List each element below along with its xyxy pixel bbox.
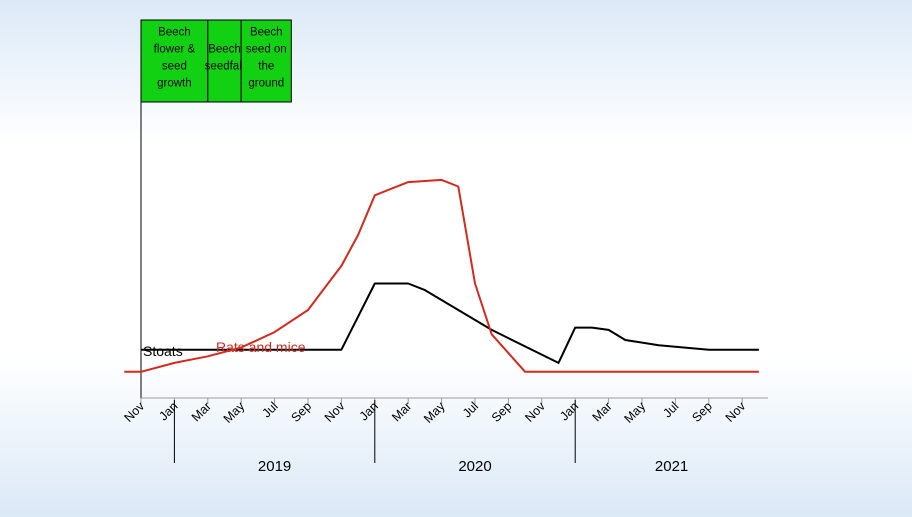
phase-box	[140, 19, 209, 103]
x-tick-label: May	[221, 399, 248, 426]
x-tick-label: Nov	[723, 399, 749, 425]
x-tick-label: Nov	[322, 399, 348, 425]
phase-label: Beech seed on the ground	[246, 27, 287, 90]
x-tick-label: Nov	[522, 399, 548, 425]
year-label: 2019	[258, 458, 291, 475]
year-labels: 2019 2020 2021	[173, 400, 688, 475]
year-label: 2021	[655, 458, 688, 475]
x-tick-label: Jul	[660, 399, 681, 420]
phase-box	[207, 19, 242, 103]
x-tick-label: Sep	[489, 399, 515, 425]
series-lines	[124, 178, 759, 373]
x-tick-labels: Nov Jan Mar May Jul Sep Nov Jan Mar May Jul Sep Nov J…	[121, 399, 748, 426]
phase-label: Beech flower & seed growth	[154, 27, 196, 90]
phase-boxes: Beech flower & seed growth Beech seedfallBeec…	[140, 19, 292, 103]
phase-label: Beech seedfall	[205, 44, 245, 73]
series-line-rats-and-mice	[124, 178, 759, 373]
x-tick-label: Jan	[156, 399, 180, 423]
series-labels: Stoats Rats and mice	[143, 339, 306, 359]
x-tick-label: Jul	[460, 399, 481, 420]
year-label: 2020	[458, 458, 491, 475]
x-tick-label: Jan	[557, 399, 581, 423]
x-tick-label: Mar	[590, 399, 615, 424]
x-tick-label: May	[622, 399, 649, 426]
phase-box	[240, 19, 292, 103]
x-tick-label: Jul	[260, 399, 281, 420]
series-line-stoats	[141, 282, 759, 364]
x-tick-label: May	[421, 399, 448, 426]
x-tick-label: Mar	[189, 399, 214, 424]
x-tick-label: Sep	[288, 399, 314, 425]
series-label: Rats and mice	[216, 339, 306, 355]
series-label: Stoats	[143, 343, 183, 359]
x-tick-label: Mar	[389, 399, 414, 424]
axes	[140, 20, 768, 399]
x-tick-label: Nov	[121, 399, 147, 425]
x-tick-label: Sep	[689, 399, 715, 425]
x-tick-label: Jan	[357, 399, 381, 423]
